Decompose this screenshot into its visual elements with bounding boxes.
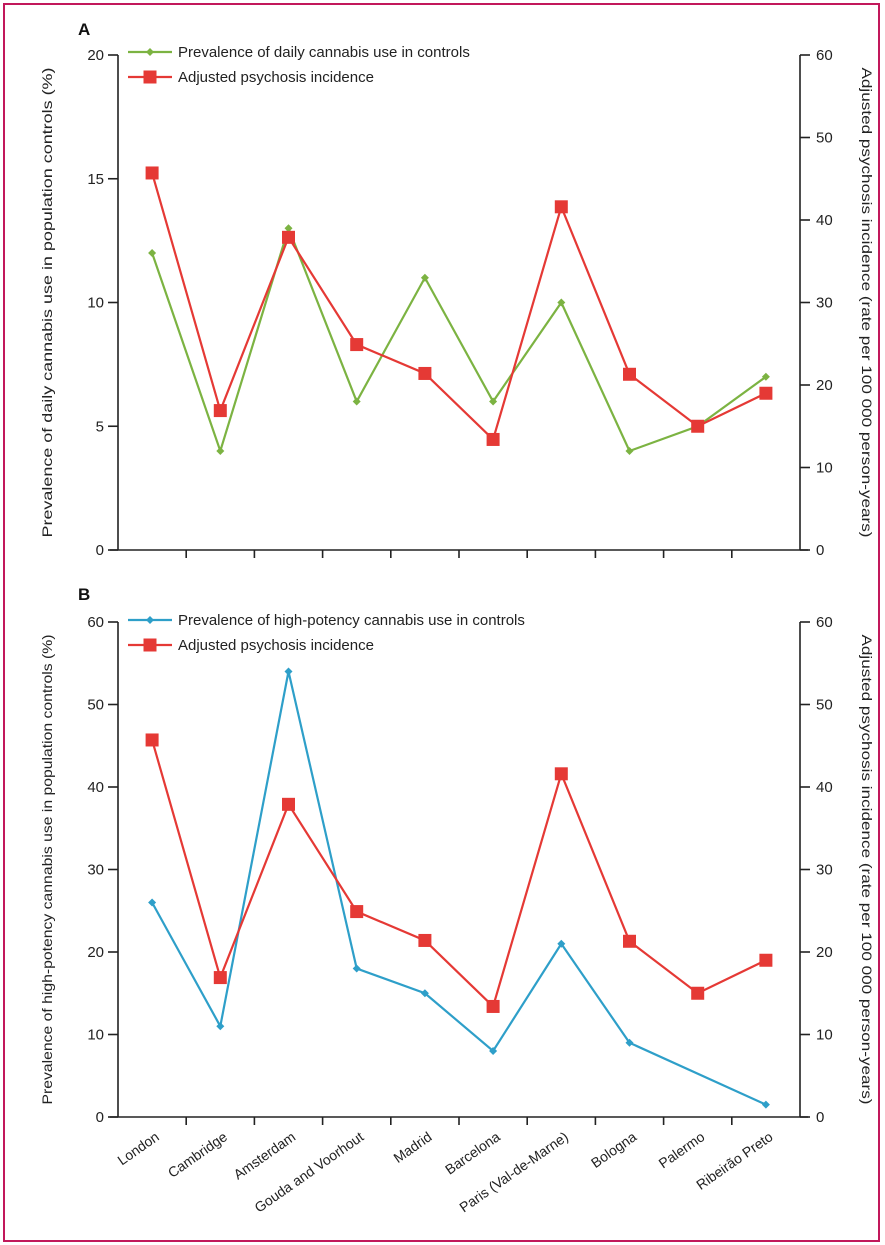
right-tick-label: 40: [816, 779, 833, 796]
right-tick-label: 20: [816, 377, 833, 394]
series-marker-diamond: [216, 1022, 225, 1031]
right-tick-label: 20: [816, 944, 833, 961]
right-tick-label: 60: [816, 47, 833, 64]
series-marker-square: [554, 767, 568, 781]
category-label: Madrid: [390, 1128, 434, 1166]
legend-label: Prevalence of high-potency cannabis use …: [178, 612, 525, 629]
series-marker-square: [282, 230, 295, 244]
left-tick-label: 5: [96, 418, 104, 435]
category-label: Palermo: [656, 1128, 708, 1171]
series-marker-square: [486, 999, 500, 1013]
chart-panel-b: B 0 10 20 30 40 50 60 0 10 20 30 40 50 60 Prevalence of…: [39, 585, 875, 1216]
legend-marker-square: [143, 638, 157, 652]
series-marker-diamond: [625, 1038, 634, 1047]
left-axis-title: Prevalence of daily cannabis use in popu…: [39, 68, 55, 538]
left-tick-label: 10: [87, 295, 104, 312]
legend-marker-square: [143, 70, 157, 84]
series-marker-diamond: [216, 447, 225, 455]
left-tick-label: 50: [87, 697, 104, 714]
right-axis-title: Adjusted psychosis incidence (rate per 1…: [859, 68, 875, 538]
series-marker-diamond: [761, 372, 770, 381]
series-marker-square: [691, 986, 705, 1000]
category-label: London: [114, 1128, 161, 1168]
series-marker-square: [418, 933, 432, 947]
chart-panel-a: A 0 5 10 15 20 0 10 20 30 40 50 60 Prevalence of dail…: [39, 20, 875, 559]
series-marker-square: [554, 200, 568, 214]
series-marker-square: [145, 166, 159, 180]
series-marker-diamond: [352, 397, 361, 406]
right-tick-label: 0: [816, 542, 824, 559]
series-marker-diamond: [284, 224, 293, 233]
left-tick-label: 0: [96, 1109, 104, 1126]
category-label: Barcelona: [442, 1128, 503, 1177]
series-marker-diamond: [761, 1100, 770, 1109]
series-marker-square: [213, 404, 227, 418]
left-tick-label: 20: [87, 47, 104, 64]
series-line-1: [151, 224, 767, 455]
legend-label: Prevalence of daily cannabis use in cont…: [178, 44, 470, 61]
series-marker-diamond: [557, 298, 566, 307]
series-marker-diamond: [420, 273, 429, 282]
right-tick-label: 30: [816, 862, 833, 879]
right-tick-label: 50: [816, 130, 833, 147]
series-line-1: [151, 671, 767, 1106]
series-marker-diamond: [489, 397, 498, 406]
left-axis-title: Prevalence of high-potency cannabis use …: [39, 635, 55, 1105]
series-marker-square: [350, 338, 364, 352]
series-marker-diamond: [420, 989, 429, 998]
panel-letter: B: [78, 585, 90, 604]
category-label: Bologna: [588, 1128, 639, 1171]
right-tick-label: 0: [816, 1109, 824, 1126]
series-marker-square: [623, 934, 636, 948]
left-tick-label: 10: [87, 1027, 104, 1044]
right-tick-label: 30: [816, 295, 833, 312]
left-tick-label: 0: [96, 542, 104, 559]
right-tick-label: 10: [816, 460, 833, 477]
series-marker-square: [418, 366, 432, 380]
category-label: Ribeirão Preto: [693, 1128, 776, 1193]
series-marker-square: [759, 386, 773, 400]
series-line-2: [151, 172, 767, 442]
legend-label: Adjusted psychosis incidence: [178, 637, 374, 654]
figure-frame: [3, 3, 880, 1242]
series-marker-diamond: [557, 939, 566, 948]
series-marker-diamond: [284, 667, 293, 676]
left-tick-label: 30: [87, 862, 104, 879]
series-marker-square: [691, 419, 705, 433]
right-tick-label: 10: [816, 1027, 833, 1044]
right-tick-label: 60: [816, 614, 833, 631]
series-marker-square: [282, 797, 295, 811]
series-marker-square: [486, 432, 500, 446]
series-line-2: [151, 739, 767, 1009]
series-marker-diamond: [489, 1047, 498, 1055]
category-label: Gouda and Voorhout: [251, 1128, 366, 1215]
category-label: Cambridge: [165, 1128, 230, 1181]
right-tick-label: 40: [816, 212, 833, 229]
series-marker-square: [623, 367, 636, 381]
left-tick-label: 60: [87, 614, 104, 631]
series-marker-diamond: [352, 964, 361, 973]
series-marker-diamond: [148, 898, 157, 907]
left-tick-label: 40: [87, 779, 104, 796]
right-tick-label: 50: [816, 697, 833, 714]
series-marker-square: [759, 953, 773, 967]
series-marker-square: [213, 971, 227, 985]
series-marker-diamond: [625, 447, 634, 455]
legend-label: Adjusted psychosis incidence: [178, 69, 374, 86]
series-marker-square: [145, 733, 159, 747]
legend-marker-diamond: [146, 48, 154, 56]
legend-marker-diamond: [146, 616, 154, 624]
category-label: Amsterdam: [230, 1128, 298, 1182]
left-tick-label: 20: [87, 944, 104, 961]
series-marker-square: [350, 905, 364, 919]
panel-letter: A: [78, 20, 90, 39]
series-marker-diamond: [148, 249, 157, 257]
left-tick-label: 15: [87, 171, 104, 188]
right-axis-title: Adjusted psychosis incidence (rate per 1…: [859, 635, 875, 1105]
